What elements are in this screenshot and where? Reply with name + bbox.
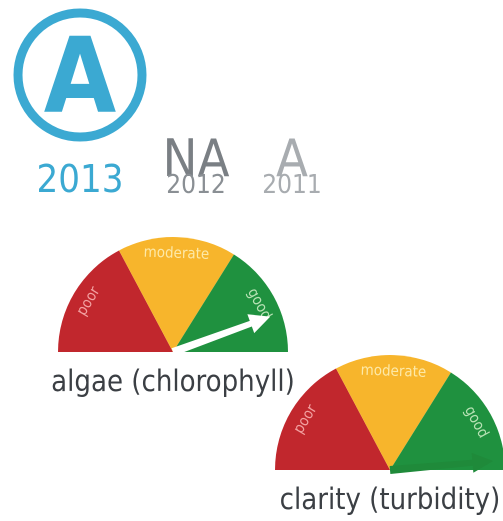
previous-grade-year: 2012 (166, 170, 226, 200)
zone-label: moderate (360, 361, 426, 381)
previous-grade-letter: NA (163, 129, 230, 189)
gauge-needle (389, 452, 494, 474)
previous-grade-letter: A (276, 129, 308, 189)
gauge-label: algae (chlorophyll) (51, 364, 295, 398)
current-grade-year: 2013 (37, 157, 124, 201)
gauge-label: clarity (turbidity) (280, 482, 501, 516)
gauge-zone (390, 372, 503, 470)
gauge-zone (58, 250, 173, 352)
gauge-zone (336, 354, 451, 470)
zone-label: moderate (143, 243, 209, 263)
gauge-zone (119, 236, 234, 352)
gauge-needle (171, 314, 271, 356)
grade-circle (13, 8, 147, 142)
gauge-zone (275, 368, 390, 470)
previous-grade-year: 2011 (262, 170, 322, 200)
current-grade-letter: A (44, 15, 117, 137)
